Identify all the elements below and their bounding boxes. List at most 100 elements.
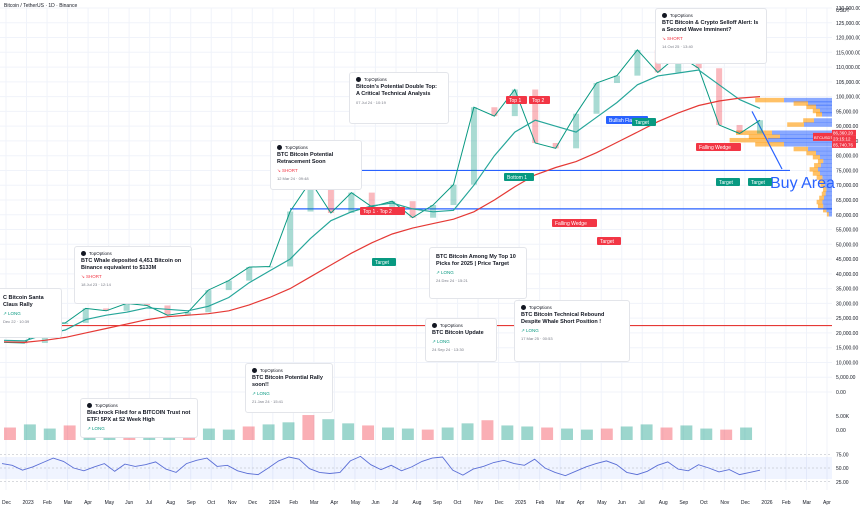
idea-card-rally[interactable]: TopOptions BTC Bitcoin Potential Rally so… [245, 363, 333, 413]
y-tick-label: 95,000.00 [836, 109, 858, 115]
rsi-tick-label: 50.00 [836, 466, 849, 472]
author-avatar-icon [277, 145, 282, 150]
idea-title[interactable]: BTC Bitcoin Potential Rally soon!! [252, 375, 323, 388]
volume-profile-bar [818, 167, 832, 172]
pattern-tag-label: Falling Wedge [699, 145, 731, 151]
pattern-tag [748, 178, 772, 186]
x-tick-label: Aug [166, 500, 175, 506]
volume-profile-bar [816, 104, 832, 110]
x-tick-label: Nov [474, 500, 483, 506]
idea-author[interactable]: TopOptions [356, 77, 442, 82]
volume-profile-bar [809, 167, 818, 172]
idea-date: 17 Mar 25 · 00:53 [521, 336, 553, 341]
x-tick-label: Sep [679, 500, 688, 506]
idea-author[interactable]: TopOptions [432, 323, 490, 328]
idea-date: 24 Dec 24 · 15:21 [436, 278, 468, 283]
author-avatar-icon [252, 368, 257, 373]
volume-profile-bar [803, 118, 814, 123]
volume-bar [561, 428, 573, 440]
idea-title[interactable]: C Bitcoin Santa Claus Rally [3, 295, 44, 308]
volume-profile-bar [824, 195, 832, 201]
idea-signal: ↘ SHORT [81, 274, 102, 279]
volume-bar [282, 422, 295, 440]
author-name: TopOptions [260, 368, 283, 373]
y-tick-label: 100,000.00 [836, 95, 860, 101]
idea-card-double-top[interactable]: TopOptions Bitcoin's Potential Double Top… [349, 72, 449, 124]
idea-title[interactable]: BTC Bitcoin Update [432, 330, 484, 336]
y-tick-label: 75,000.00 [836, 168, 858, 174]
idea-card-retracement[interactable]: TopOptions BTC Bitcoin Potential Retracem… [270, 140, 362, 190]
idea-author[interactable]: TopOptions [521, 305, 623, 310]
idea-date: 07 Jul 24 · 10:19 [356, 100, 386, 105]
idea-title[interactable]: BTC Bitcoin Technical Rebound Despite Wh… [521, 312, 605, 325]
volume-profile-bar [823, 187, 827, 193]
volume-profile-bar [772, 130, 832, 135]
x-tick-label: Aug [659, 500, 668, 506]
volume-profile-bar [820, 171, 832, 176]
idea-author[interactable]: TopOptions [662, 13, 760, 18]
y-tick-label: 105,000.00 [836, 80, 860, 86]
idea-card-whale[interactable]: TopOptions BTC Whale deposited 4,451 Bitc… [74, 246, 192, 304]
volume-profile-bar [816, 199, 823, 205]
idea-author[interactable]: TopOptions [81, 251, 185, 256]
volume-profile-bar [826, 187, 832, 193]
volume-profile-bar [823, 203, 832, 209]
price-axis-tag [832, 141, 856, 148]
idea-date: 21 Jan 24 · 15:41 [252, 399, 284, 404]
pattern-tag-label: Target [751, 180, 766, 186]
candle [450, 184, 457, 206]
x-tick-label: May [105, 500, 115, 506]
x-tick-label: Dec [248, 500, 257, 506]
y-tick-label: 70,000.00 [836, 183, 858, 189]
idea-author[interactable]: TopOptions [277, 145, 355, 150]
pattern-tag [372, 258, 396, 266]
volume-bar [481, 420, 494, 440]
idea-card-selloff[interactable]: TopOptions BTC Bitcoin & Crypto Selloff A… [655, 8, 767, 64]
candle [225, 280, 232, 291]
volume-bar [700, 428, 713, 440]
volume-profile-bar [823, 159, 832, 164]
volume-profile-bar [768, 137, 832, 143]
y-tick-label: 130,000.00 [836, 6, 860, 12]
volume-bar [541, 427, 554, 440]
y-tick-label: 125,000.00 [836, 21, 860, 27]
idea-title[interactable]: BTC Whale deposited 4,451 Bitcoin on Bin… [81, 258, 182, 271]
volume-bar [222, 429, 235, 440]
idea-author[interactable]: TopOptions [87, 403, 191, 408]
symbol-header[interactable]: Bitcoin / TetherUS · 1D · Binance [4, 3, 78, 9]
author-avatar-icon [81, 251, 86, 256]
candle [307, 181, 314, 212]
author-avatar-icon [662, 13, 667, 18]
idea-title[interactable]: BTC Bitcoin Potential Retracement Soon [277, 152, 334, 165]
y-tick-label: 115,000.00 [836, 50, 860, 56]
volume-bar [461, 423, 474, 440]
idea-card-top10[interactable]: BTC Bitcoin Among My Top 10 Picks for 20… [429, 247, 527, 299]
candle [327, 181, 334, 213]
x-tick-label: Apr [823, 500, 831, 506]
x-tick-label: Feb [782, 500, 791, 506]
volume-bar [680, 425, 693, 440]
idea-title[interactable]: Bitcoin's Potential Double Top: A Critic… [356, 84, 437, 97]
idea-title[interactable]: BTC Bitcoin Among My Top 10 Picks for 20… [436, 254, 516, 267]
author-name: TopOptions [364, 77, 387, 82]
idea-card-update[interactable]: TopOptions BTC Bitcoin Update ↗ LONG 24 Sep… [425, 318, 497, 362]
idea-card-rebound[interactable]: TopOptions BTC Bitcoin Technical Rebound … [514, 300, 630, 362]
volume-profile-bar [814, 118, 832, 123]
idea-title[interactable]: Blackrock Filed for a BITCOIN Trust not … [87, 410, 191, 423]
idea-date: Dec 22 · 10:39 [3, 319, 30, 324]
x-tick-label: Mar [310, 500, 319, 506]
idea-author[interactable]: TopOptions [252, 368, 326, 373]
x-tick-label: May [351, 500, 361, 506]
candle [246, 267, 253, 281]
volume-profile-bar [748, 134, 780, 140]
volume-profile-bar [828, 212, 832, 217]
idea-card-blackrock[interactable]: TopOptions Blackrock Filed for a BITCOIN … [80, 398, 198, 438]
pattern-tag [716, 178, 740, 186]
candle [82, 308, 89, 323]
idea-title[interactable]: BTC Bitcoin & Crypto Selloff Alert: Is a… [662, 20, 759, 33]
volume-profile-bar [817, 203, 824, 209]
idea-card-santa[interactable]: C Bitcoin Santa Claus Rally ↗ LONG Dec 22 … [0, 288, 62, 338]
volume-profile-bar [806, 150, 816, 156]
price-axis-tag [832, 135, 856, 142]
y-tick-label: 45,000.00 [836, 257, 858, 263]
